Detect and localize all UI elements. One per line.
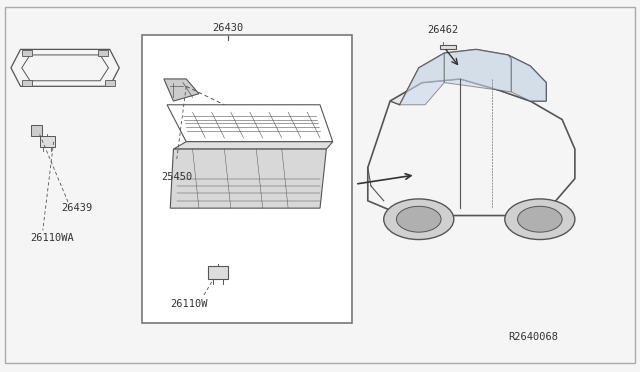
Circle shape [505, 199, 575, 240]
Text: 26110WA: 26110WA [31, 233, 74, 243]
Circle shape [518, 206, 562, 232]
Bar [209, 266, 228, 279]
Bar [141, 35, 352, 323]
Bar [22, 50, 32, 56]
Polygon shape [390, 49, 546, 105]
Polygon shape [444, 49, 511, 92]
Text: 26430: 26430 [212, 23, 243, 33]
Circle shape [396, 206, 441, 232]
Text: 25450: 25450 [161, 172, 192, 182]
Bar [99, 50, 108, 56]
Bar [104, 80, 115, 86]
Polygon shape [170, 149, 326, 208]
Text: 26462: 26462 [428, 25, 459, 35]
Polygon shape [399, 53, 444, 105]
Text: 26110W: 26110W [171, 299, 208, 309]
Text: 26439: 26439 [61, 203, 92, 213]
Bar [40, 136, 55, 147]
Circle shape [384, 199, 454, 240]
Text: R2640068: R2640068 [508, 332, 559, 342]
Polygon shape [173, 142, 333, 149]
Polygon shape [164, 79, 199, 101]
Polygon shape [508, 55, 546, 101]
Bar [31, 125, 42, 136]
Bar [440, 45, 456, 49]
Bar [22, 80, 32, 86]
